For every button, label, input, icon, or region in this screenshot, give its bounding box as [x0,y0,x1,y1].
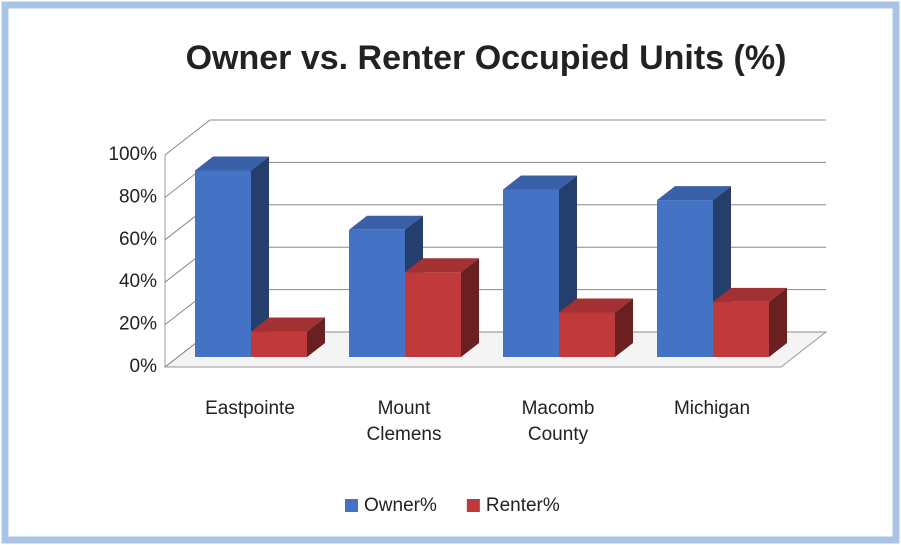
x-tick-label: Eastpointe [205,398,295,419]
bar-side [615,298,633,357]
x-tick-label: Mount Clemens [366,398,442,445]
bar [657,200,713,357]
bar-top [713,287,787,302]
bar [713,301,769,357]
x-tick-label: Michigan [673,398,751,419]
bar-top [657,186,731,201]
bar-side [769,287,787,357]
bar-side [461,258,479,357]
bar-top [195,156,269,171]
bar [503,189,559,357]
y-tick-label: 40% [119,271,157,292]
bar [195,170,251,357]
bar-side [251,156,269,357]
bar [405,272,461,357]
y-tick-label: 20% [119,314,157,335]
bar [559,312,615,357]
bar [251,331,307,357]
bar-top [559,298,633,313]
y-tick-label: 0% [130,356,158,377]
bar-side [307,317,325,357]
x-tick-label: Macomb County [521,398,595,445]
y-tick-label: 100% [108,144,157,165]
bar-top [349,215,423,230]
y-tick-label: 80% [119,186,157,207]
bar [349,229,405,357]
bar-top [503,175,577,190]
grid-line-side [164,119,211,156]
chart-title: Owner vs. Renter Occupied Units (%) [186,39,787,77]
bar-top [405,258,479,273]
legend-swatch [466,499,480,512]
legend-label: Renter% [486,495,560,516]
legend-label: Owner% [364,495,437,516]
legend-swatch [345,499,358,512]
y-tick-label: 60% [119,229,157,250]
bar-top [251,317,325,332]
